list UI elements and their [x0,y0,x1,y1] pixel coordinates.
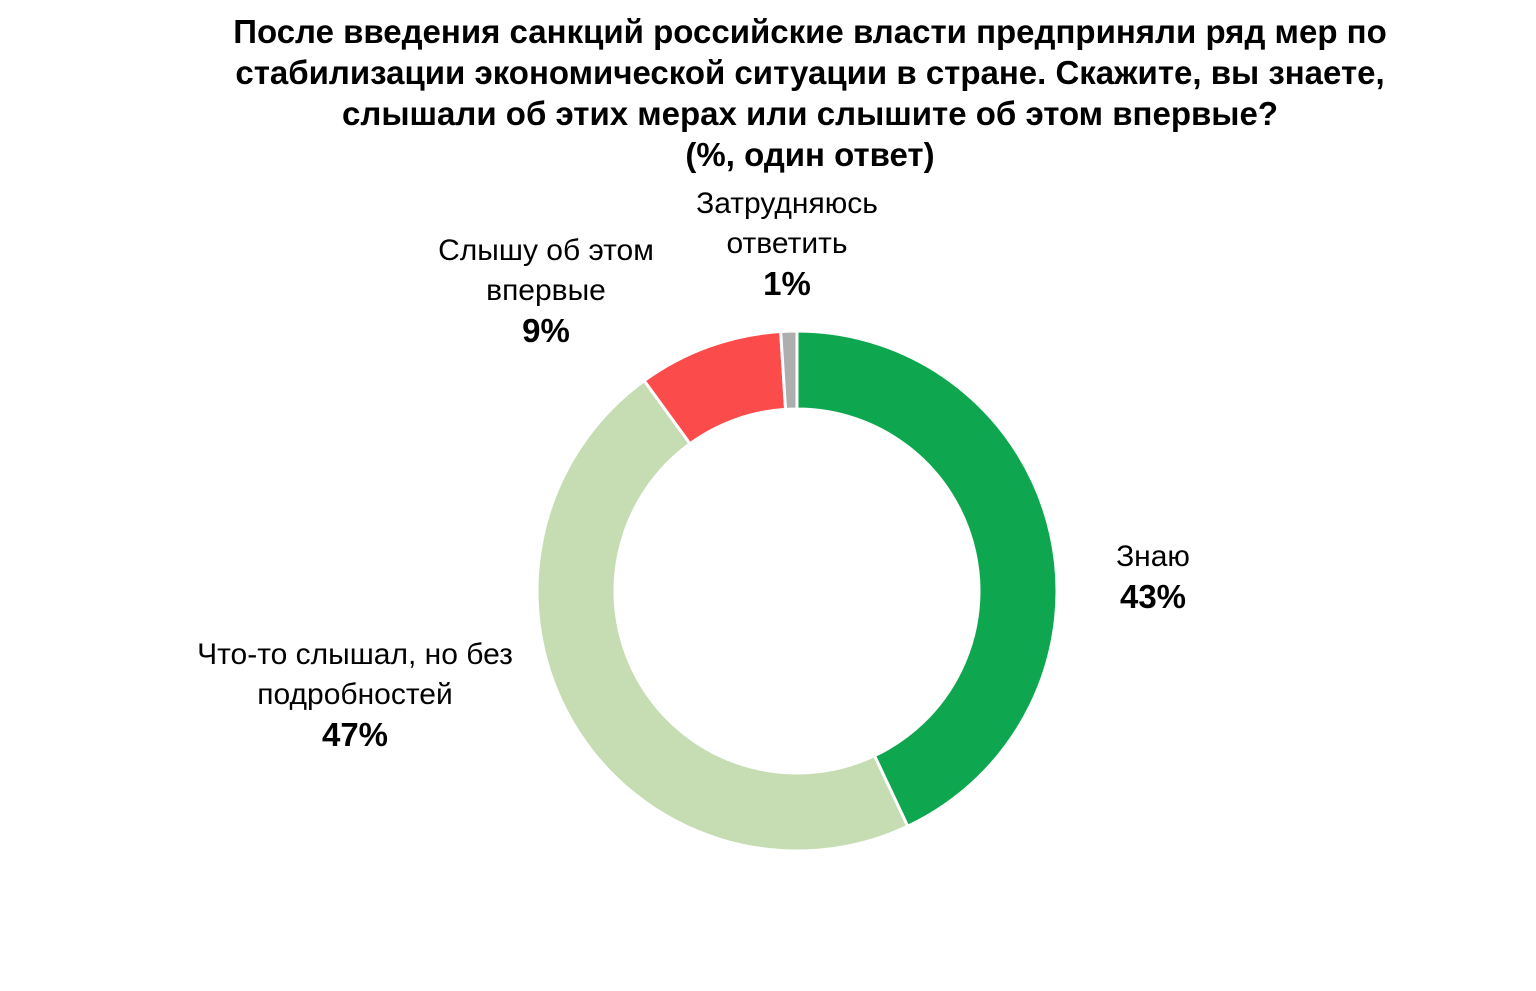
callout-label-line: подробностей [257,678,453,711]
callout-label-line: ответить [726,227,848,260]
callout-zatrudnyayus-otvetit: Затрудняюсь ответить 1% [647,184,927,304]
callout-percent-value: 47% [321,716,389,753]
donut-segment-znayu [795,329,1059,828]
callout-label-line: Затрудняюсь [696,187,878,220]
callout-label-line: впервые [486,274,606,307]
callout-slyshu-vpervye: Слышу об этом впервые 9% [386,231,706,351]
callout-percent-value: 9% [522,312,570,349]
chart-title-line-3: слышали об этих мерах или слышите об это… [342,95,1278,132]
callout-znayu: Знаю 43% [1043,537,1263,617]
donut-segment-slyshal-bez-podrobnostej [535,379,910,853]
chart-title: После введения санкций российские власти… [90,11,1530,175]
chart-title-line-2: стабилизации экономической ситуации в ст… [235,54,1385,91]
chart-title-line-1: После введения санкций российские власти… [233,13,1387,50]
callout-percent-value: 1% [763,265,811,302]
donut-chart [535,329,1059,853]
callout-label-line: Слышу об этом [438,234,654,267]
callout-label-line: Знаю [1116,540,1190,573]
callout-label-line: Что-то слышал, но без [197,638,513,671]
chart-title-line-4: (%, один ответ) [685,136,935,173]
callout-percent-value: 43% [1119,578,1187,615]
donut-segment-zatrudnyayus-otvetit [779,329,799,411]
callout-slyshal-bez-podrobnostej: Что-то слышал, но без подробностей 47% [145,635,565,755]
